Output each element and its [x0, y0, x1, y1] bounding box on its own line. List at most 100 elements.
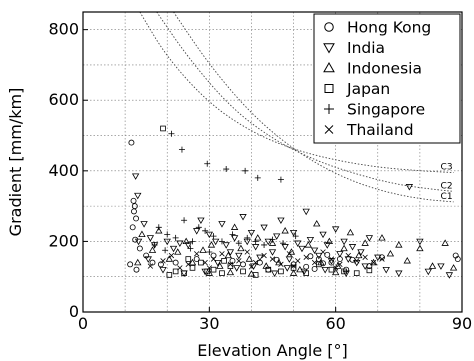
data-point	[269, 236, 276, 243]
data-point	[286, 251, 293, 257]
data-point	[264, 238, 272, 246]
legend-label: Indonesia	[347, 60, 422, 78]
data-point	[306, 236, 315, 244]
data-point	[298, 245, 306, 253]
legend-marker	[324, 22, 334, 32]
legend-label: Singapore	[347, 101, 425, 119]
series-thailand	[147, 249, 385, 271]
data-point	[235, 252, 243, 260]
data-point	[221, 258, 227, 264]
data-point	[239, 214, 247, 221]
data-point	[224, 251, 232, 259]
data-point	[382, 266, 390, 274]
data-point	[131, 173, 140, 180]
data-point	[281, 227, 289, 234]
data-point	[403, 257, 411, 264]
data-point	[211, 238, 220, 246]
data-point	[369, 258, 378, 266]
legend-label: Thailand	[346, 121, 414, 139]
data-point	[128, 139, 135, 146]
data-point	[290, 263, 297, 269]
data-point	[210, 266, 217, 273]
data-point	[265, 266, 272, 273]
data-point	[176, 240, 184, 247]
legend-marker	[324, 84, 334, 93]
axis-ticks: 0 30 60 90 0 200 400 600 800	[48, 20, 472, 333]
data-point	[285, 256, 294, 263]
data-point	[185, 261, 191, 268]
data-point	[216, 262, 224, 269]
data-point	[155, 224, 162, 231]
data-points	[127, 125, 461, 279]
data-point	[205, 231, 214, 239]
data-point	[445, 272, 454, 279]
legend-marker	[323, 43, 335, 54]
data-point	[270, 270, 279, 277]
data-point	[194, 251, 200, 257]
x-tick-label: 90	[452, 314, 472, 333]
data-point	[133, 266, 140, 273]
data-point	[303, 263, 310, 270]
data-point	[174, 248, 182, 255]
curve-c1	[173, 11, 454, 203]
data-point	[165, 255, 174, 262]
data-point	[340, 244, 348, 252]
curve-c3	[139, 11, 454, 174]
data-point	[131, 208, 137, 215]
data-point	[378, 234, 386, 241]
data-point	[278, 261, 284, 268]
legend-marker	[323, 61, 335, 73]
data-point	[290, 261, 297, 268]
data-point	[328, 256, 335, 262]
data-point	[204, 160, 211, 167]
data-point	[219, 270, 225, 276]
data-point	[268, 249, 277, 256]
data-point	[357, 249, 365, 256]
data-point	[133, 215, 140, 222]
data-point	[127, 261, 134, 268]
data-point	[346, 228, 355, 236]
data-point	[210, 252, 217, 259]
data-point	[210, 233, 217, 240]
data-point	[280, 240, 287, 247]
data-point	[337, 261, 343, 268]
legend-label: Japan	[346, 80, 390, 98]
data-point	[361, 263, 369, 270]
data-point	[386, 249, 395, 257]
y-tick-label: 800	[48, 20, 79, 39]
data-point	[260, 224, 268, 232]
data-point	[254, 234, 262, 241]
data-point	[269, 256, 276, 262]
data-point	[345, 252, 351, 259]
data-point	[149, 259, 156, 266]
data-point	[334, 262, 342, 269]
data-point	[227, 261, 234, 268]
data-point	[134, 238, 143, 246]
y-tick-label: 400	[48, 161, 79, 180]
y-tick-label: 0	[69, 302, 79, 321]
data-point	[265, 266, 272, 273]
legend: Hong Kong India Indonesia Japan Singapore Tha…	[313, 13, 461, 144]
data-point	[319, 231, 327, 239]
data-point	[202, 227, 209, 234]
data-point	[157, 261, 164, 268]
data-point	[365, 235, 374, 242]
data-point	[277, 217, 285, 225]
data-point	[289, 229, 298, 237]
x-tick-label: 30	[199, 314, 219, 333]
data-point	[437, 263, 445, 270]
data-point	[181, 270, 187, 276]
data-point	[281, 244, 289, 251]
data-point	[256, 254, 264, 262]
data-point	[354, 258, 360, 264]
curve-label-c3: C3	[441, 163, 453, 173]
data-point	[416, 238, 424, 246]
data-point	[144, 256, 152, 263]
data-point	[214, 259, 222, 267]
data-point	[247, 229, 256, 237]
data-point	[395, 270, 403, 277]
data-point	[204, 268, 211, 275]
y-axis-title: Gradient [mm/km]	[6, 88, 25, 237]
data-point	[324, 251, 331, 258]
